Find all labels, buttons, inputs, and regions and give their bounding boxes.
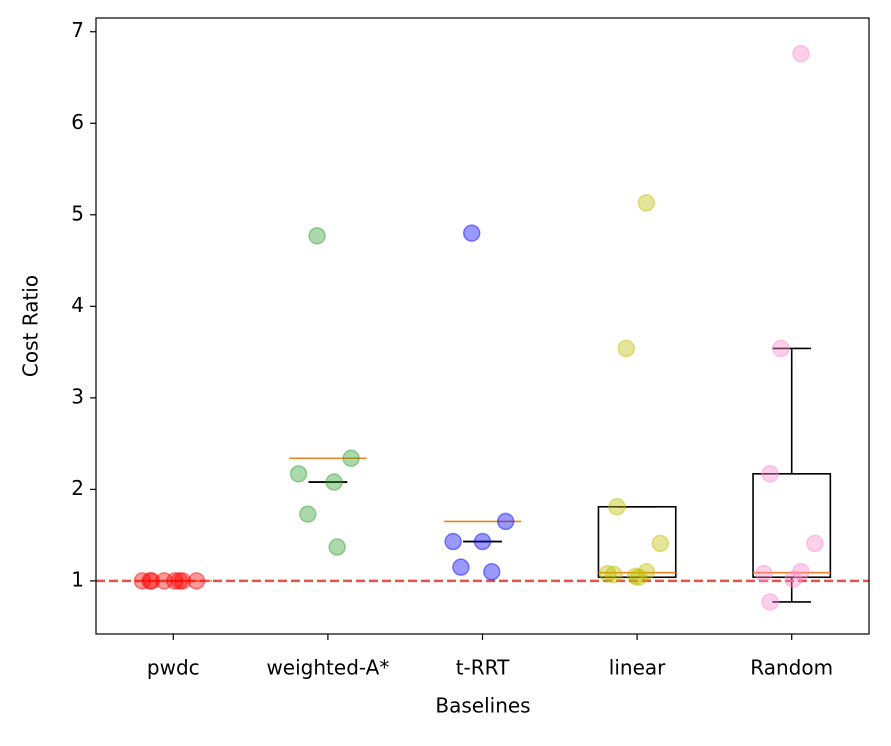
y-tick-label: 2	[71, 476, 84, 500]
point	[483, 563, 501, 581]
y-tick-label: 6	[71, 110, 84, 134]
point	[299, 505, 317, 523]
point	[629, 568, 648, 587]
x-tick-label: weighted-A*	[266, 656, 389, 680]
point	[133, 572, 152, 590]
point	[761, 593, 779, 611]
y-tick-label: 5	[71, 201, 84, 225]
point	[142, 572, 161, 590]
x-tick-label: linear	[609, 656, 666, 680]
point	[173, 572, 192, 590]
point	[772, 339, 790, 358]
point	[608, 498, 626, 516]
point	[651, 534, 670, 553]
point	[626, 567, 645, 586]
y-tick-label: 3	[71, 384, 84, 408]
point	[755, 564, 773, 583]
point	[187, 572, 206, 590]
point	[605, 565, 623, 584]
point	[792, 44, 810, 63]
x-tick-label: Random	[750, 656, 833, 680]
y-tick-label: 7	[71, 18, 84, 42]
point	[617, 339, 636, 358]
point	[289, 465, 308, 483]
point	[761, 465, 779, 483]
x-tick-label: t-RRT	[456, 656, 510, 680]
point	[806, 534, 824, 553]
y-tick-label: 4	[71, 293, 84, 317]
point	[637, 563, 656, 581]
x-axis-label: Baselines	[435, 694, 530, 718]
point	[444, 532, 462, 551]
point	[792, 563, 810, 581]
point	[496, 512, 515, 531]
plot-frame	[95, 17, 870, 635]
point	[342, 449, 360, 468]
point	[637, 194, 656, 212]
point	[155, 572, 173, 590]
point	[308, 227, 326, 245]
y-tick-label: 1	[71, 567, 84, 591]
box	[597, 505, 677, 579]
x-tick-label: pwdc	[147, 656, 200, 680]
box	[752, 473, 832, 579]
point	[166, 572, 184, 590]
point	[473, 532, 492, 551]
point	[452, 558, 470, 576]
point	[141, 572, 159, 590]
point	[598, 564, 617, 583]
y-axis-label: Cost Ratio	[19, 275, 43, 377]
point	[328, 538, 346, 556]
point	[325, 473, 343, 491]
point	[170, 572, 189, 590]
point	[784, 570, 802, 588]
point	[462, 224, 481, 242]
